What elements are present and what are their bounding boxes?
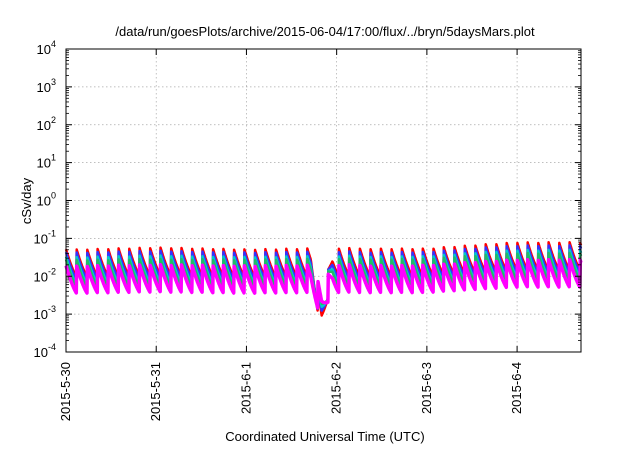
- series-layer: [64, 241, 583, 317]
- tick-layer: 10-4 10-3 10-2 10-1 100 101 102 103 104 2015-5-30…: [34, 39, 581, 421]
- chart-title: /data/run/goesPlots/archive/2015-06-04/1…: [115, 24, 535, 39]
- y-tick-label: 101: [37, 153, 56, 171]
- series-line: [64, 257, 583, 310]
- x-tick-label: 2015-6-2: [329, 362, 344, 414]
- x-tick-label: 2015-6-1: [238, 362, 253, 414]
- x-tick-label: 2015-5-30: [58, 362, 73, 421]
- y-tick-label: 103: [37, 77, 56, 95]
- x-axis-label: Coordinated Universal Time (UTC): [225, 429, 424, 444]
- y-tick-label: 10-4: [34, 342, 56, 360]
- x-tick-label: 2015-6-4: [509, 362, 524, 414]
- x-tick-label: 2015-5-31: [148, 362, 163, 421]
- y-tick-label: 100: [37, 191, 56, 209]
- y-tick-label: 10-2: [34, 266, 56, 284]
- y-axis-label: cSv/day: [19, 177, 34, 224]
- y-tick-label: 10-3: [34, 304, 56, 322]
- y-tick-label: 10-1: [34, 228, 56, 246]
- y-tick-label: 102: [37, 115, 56, 133]
- x-tick-label: 2015-6-3: [419, 362, 434, 414]
- y-tick-label: 104: [37, 39, 56, 57]
